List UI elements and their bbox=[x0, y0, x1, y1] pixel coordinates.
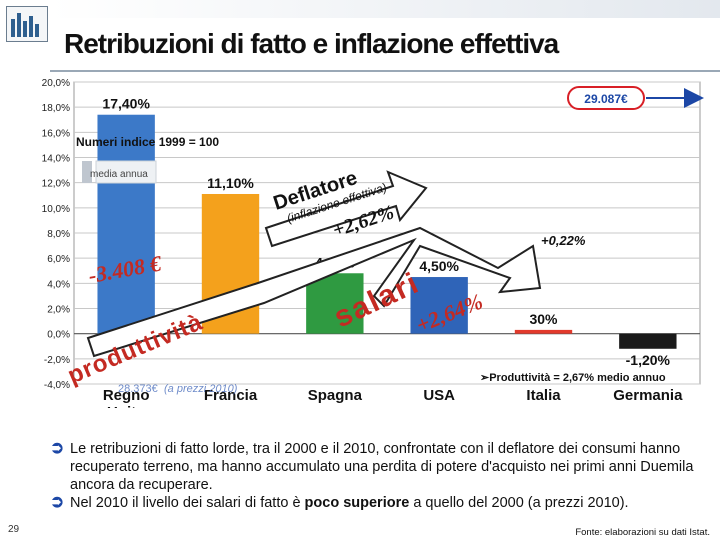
bullet-bold: poco superiore bbox=[304, 495, 410, 511]
data-label: 4,50% bbox=[419, 258, 459, 274]
y-tick-label: -2,0% bbox=[44, 355, 70, 366]
bar bbox=[410, 277, 468, 334]
bullet-item: ➲ Nel 2010 il livello dei salari di fatt… bbox=[50, 492, 715, 512]
y-tick-label: 4,0% bbox=[47, 279, 70, 290]
y-tick-label: 6,0% bbox=[47, 254, 70, 265]
bar bbox=[97, 114, 155, 334]
y-tick-label: 16,0% bbox=[42, 128, 70, 139]
y-tick-label: 8,0% bbox=[47, 229, 70, 240]
legend-swatch bbox=[82, 161, 92, 183]
faded-note: (a prezzi 2010) bbox=[164, 383, 238, 395]
bullet-arrow-icon: ➲ bbox=[50, 438, 65, 457]
category-label: Italia bbox=[526, 387, 561, 404]
bullet-text-after: a quello del 2000 (a prezzi 2010). bbox=[409, 495, 629, 511]
chart-area: -4,0% -2,0% 0,0% 2,0% 4,0% 6,0% 8,0% 10,0% 12,0%… bbox=[28, 78, 708, 421]
slide-title: Retribuzioni di fatto e inflazione effet… bbox=[64, 28, 559, 59]
wage-chart: -4,0% -2,0% 0,0% 2,0% 4,0% 6,0% 8,0% 10,0% 12,0%… bbox=[42, 78, 704, 421]
category-label: Francia bbox=[204, 387, 258, 404]
faded-value: 28.373€ bbox=[118, 383, 158, 395]
productivity-note: ➢Produttività = 2,67% medio annuo bbox=[480, 372, 666, 384]
badge-frame bbox=[567, 86, 645, 110]
y-tick-label: 18,0% bbox=[42, 103, 70, 114]
productivity-note-text: Produttività = 2,67% medio annuo bbox=[489, 372, 666, 384]
y-tick-label: -4,0% bbox=[44, 380, 70, 391]
bullet-text: Le retribuzioni di fatto lorde, tra il 2… bbox=[70, 441, 694, 493]
data-label: -1,20% bbox=[626, 352, 671, 368]
logo-bars-icon bbox=[11, 13, 39, 37]
bullet-list: ➲ Le retribuzioni di fatto lorde, tra il… bbox=[50, 438, 715, 512]
data-label: 30% bbox=[529, 311, 558, 327]
header-band bbox=[50, 0, 720, 18]
bar bbox=[306, 273, 364, 334]
category-label: Unito bbox=[107, 404, 145, 408]
y-tick-label: 14,0% bbox=[42, 154, 70, 165]
category-label: Germania bbox=[613, 387, 683, 404]
legend-note: media annua bbox=[90, 169, 148, 180]
istituto-logo bbox=[6, 6, 48, 42]
data-label: 17,40% bbox=[102, 96, 150, 112]
grid-layer: -4,0% -2,0% 0,0% 2,0% 4,0% 6,0% 8,0% 10,0% 12,0%… bbox=[42, 78, 701, 391]
category-label: USA bbox=[423, 387, 455, 404]
y-tick-label: 2,0% bbox=[47, 305, 70, 316]
bar bbox=[619, 333, 677, 349]
y-tick-label: 20,0% bbox=[42, 78, 70, 89]
y-tick-label: 12,0% bbox=[42, 179, 70, 190]
bullet-arrow-icon: ➲ bbox=[50, 492, 65, 511]
legend-box bbox=[95, 160, 157, 184]
bar bbox=[514, 329, 573, 334]
badge-value: 29.087€ bbox=[584, 92, 628, 106]
deflator-arrow-icon bbox=[264, 170, 428, 248]
bar-layer bbox=[97, 114, 677, 349]
data-label: 11,10% bbox=[207, 175, 254, 191]
bullet-item: ➲ Le retribuzioni di fatto lorde, tra il… bbox=[50, 438, 715, 494]
y-tick-label: 10,0% bbox=[42, 204, 70, 215]
page-number: 29 bbox=[8, 524, 20, 535]
bullet-text-before: Nel 2010 il livello dei salari di fatto … bbox=[70, 495, 305, 511]
source-note: Fonte: elaborazioni su dati Istat. bbox=[575, 527, 710, 538]
title-divider bbox=[50, 70, 720, 72]
index-note: Numeri indice 1999 = 100 bbox=[76, 135, 219, 149]
salari-arrow-icon bbox=[86, 226, 542, 358]
category-label: Regno bbox=[103, 387, 150, 404]
y-tick-label: 0,0% bbox=[47, 330, 70, 341]
margin-value: +0,22% bbox=[541, 233, 586, 248]
category-label: Spagna bbox=[308, 387, 363, 404]
